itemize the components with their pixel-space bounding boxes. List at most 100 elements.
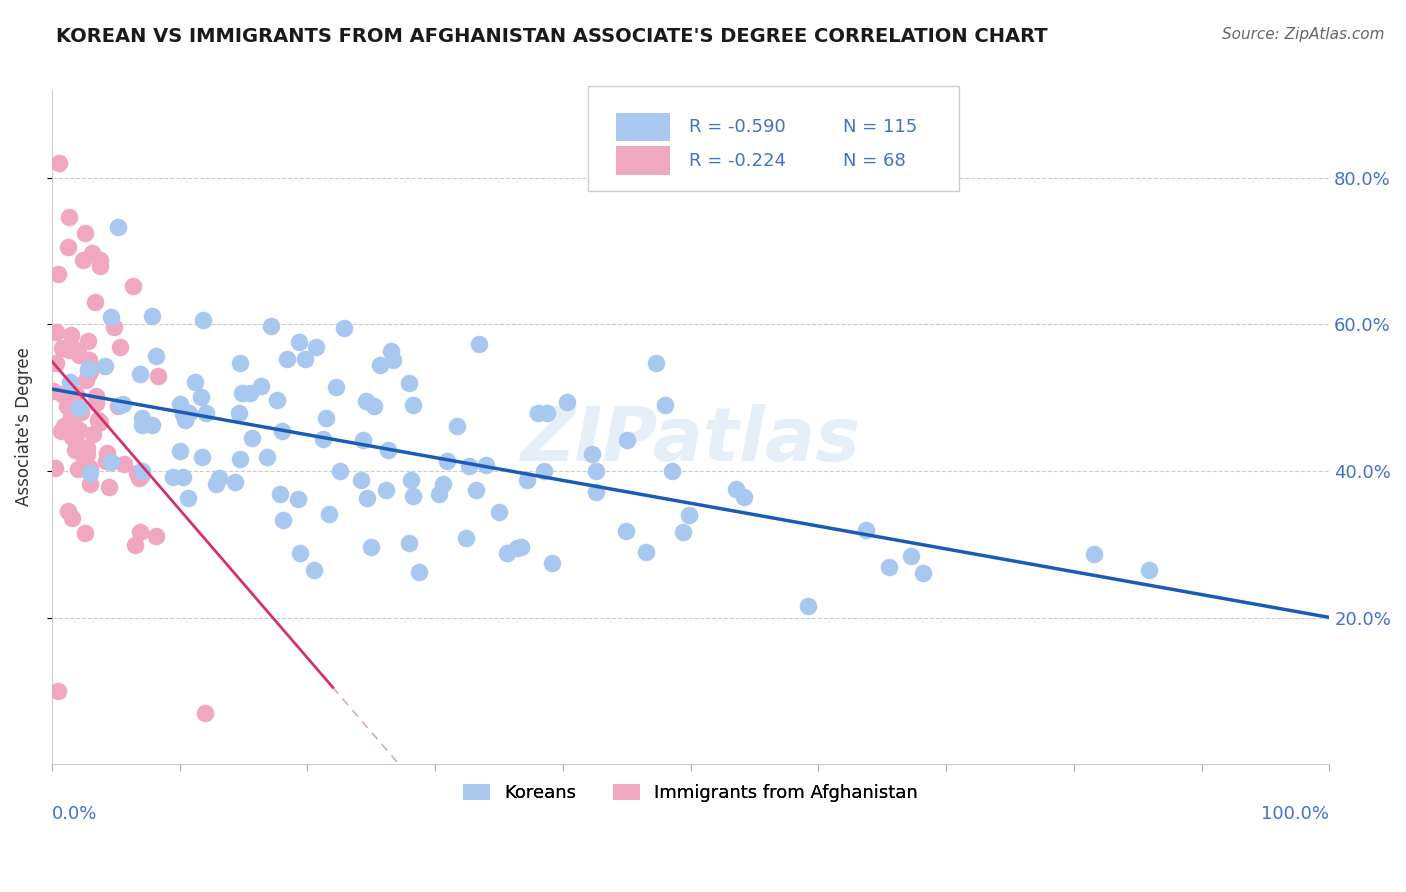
Point [112, 396, 135, 410]
Point [329, 465, 352, 479]
Point [79, 364, 101, 378]
Text: ZIPatlas: ZIPatlas [520, 404, 860, 477]
Point [77, 353, 100, 368]
Point [467, 336, 489, 351]
Point [644, 356, 666, 370]
Text: N = 68: N = 68 [842, 152, 905, 169]
Point [97, 480, 120, 494]
Point [249, 378, 271, 392]
Point [107, 399, 129, 413]
Point [59, 409, 82, 424]
Point [224, 475, 246, 489]
Point [169, 396, 191, 410]
Point [191, 450, 214, 465]
Point [73, 227, 96, 241]
Point [127, 466, 149, 480]
Point [398, 376, 420, 391]
Point [312, 432, 335, 446]
Point [457, 458, 479, 473]
Point [141, 418, 163, 433]
Point [96, 445, 118, 459]
Point [228, 406, 250, 420]
Point [172, 470, 194, 484]
Point [42, 384, 65, 398]
Point [63, 442, 86, 457]
Point [360, 540, 382, 554]
Point [269, 487, 291, 501]
Point [488, 505, 510, 519]
Point [287, 491, 309, 506]
Point [585, 464, 607, 478]
Point [333, 320, 356, 334]
Text: KOREAN VS IMMIGRANTS FROM AFGHANISTAN ASSOCIATE'S DEGREE CORRELATION CHART: KOREAN VS IMMIGRANTS FROM AFGHANISTAN AS… [56, 27, 1047, 45]
Point [516, 474, 538, 488]
Point [72, 252, 94, 267]
Point [169, 444, 191, 458]
Point [231, 386, 253, 401]
Point [77, 362, 100, 376]
Point [44, 460, 66, 475]
Point [58, 399, 80, 413]
Point [79, 467, 101, 481]
Point [356, 491, 378, 505]
Point [616, 433, 638, 447]
Text: R = -0.590: R = -0.590 [689, 118, 786, 136]
Point [87, 413, 110, 427]
Point [1083, 547, 1105, 561]
Point [363, 399, 385, 413]
Point [408, 565, 430, 579]
Point [63, 342, 86, 356]
Point [128, 470, 150, 484]
Point [287, 335, 309, 350]
Point [191, 313, 214, 327]
Point [162, 470, 184, 484]
Point [84, 389, 107, 403]
Point [288, 546, 311, 560]
Point [1137, 563, 1160, 577]
Point [304, 563, 326, 577]
Point [73, 444, 96, 458]
Point [276, 351, 298, 366]
Point [315, 410, 337, 425]
Point [855, 523, 877, 537]
Point [399, 473, 422, 487]
Point [56, 503, 79, 517]
Point [294, 352, 316, 367]
Point [124, 538, 146, 552]
Point [100, 455, 122, 469]
Point [141, 309, 163, 323]
Point [370, 358, 392, 372]
FancyBboxPatch shape [616, 112, 671, 141]
Point [725, 482, 748, 496]
Point [46, 684, 69, 698]
Point [108, 340, 131, 354]
Point [103, 319, 125, 334]
Point [76, 364, 98, 378]
Legend: Koreans, Immigrants from Afghanistan: Koreans, Immigrants from Afghanistan [456, 777, 925, 809]
Point [533, 464, 555, 478]
Point [107, 219, 129, 234]
Point [672, 525, 695, 540]
Point [318, 507, 340, 521]
Point [509, 540, 531, 554]
Point [229, 356, 252, 370]
Point [614, 524, 637, 539]
Point [190, 390, 212, 404]
Point [45, 325, 67, 339]
Point [194, 706, 217, 720]
Point [51, 341, 73, 355]
Point [239, 386, 262, 401]
Point [67, 348, 90, 362]
Point [58, 211, 80, 225]
Point [465, 483, 488, 497]
Point [271, 513, 294, 527]
Point [256, 450, 278, 464]
Point [60, 430, 83, 444]
Point [94, 454, 117, 468]
Point [229, 451, 252, 466]
Point [377, 442, 399, 457]
Text: 100.0%: 100.0% [1261, 805, 1329, 822]
Point [129, 368, 152, 382]
Point [82, 427, 104, 442]
Point [67, 462, 90, 476]
